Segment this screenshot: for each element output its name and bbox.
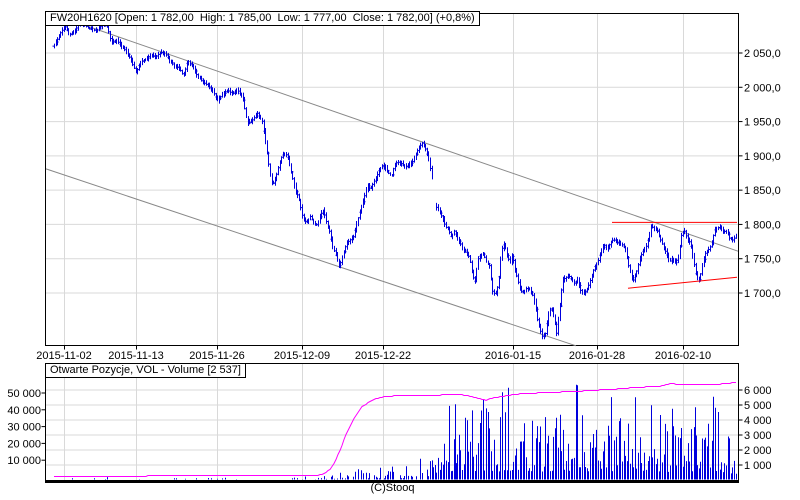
lower-channel-line — [45, 168, 577, 347]
date-label: 2015-12-09 — [274, 350, 330, 362]
price-panel-border — [45, 13, 739, 346]
price-y-label: 1 850,0 — [744, 185, 781, 197]
volume-bars-series — [72, 384, 737, 480]
date-label: 2015-11-02 — [36, 350, 91, 362]
volume-legend-box: Otwarte Pozycje, VOL - Volume [2 537] — [45, 363, 246, 378]
date-label: 2016-02-10 — [655, 350, 711, 362]
volume-panel-border — [45, 363, 739, 481]
date-label: 2016-01-15 — [485, 350, 541, 362]
price-info-box: FW20H1620 [Open: 1 782,00 High: 1 785,00… — [45, 11, 480, 26]
price-y-label: 1 700,0 — [744, 288, 781, 300]
copyright: (C)Stooq — [370, 482, 415, 494]
volume-y-label: 1 000 — [744, 460, 772, 472]
open-interest-y-label: 10 000 — [7, 455, 41, 467]
volume-y-label: 4 000 — [744, 415, 772, 427]
price-y-label: 1 750,0 — [744, 254, 781, 266]
support-line — [627, 276, 738, 289]
price-y-label: 1 950,0 — [744, 117, 781, 129]
open-interest-y-label: 20 000 — [7, 438, 41, 450]
volume-y-label: 5 000 — [744, 400, 772, 412]
price-y-label: 2 000,0 — [744, 82, 781, 94]
price-y-label: 1 900,0 — [744, 151, 781, 163]
price-y-label: 1 800,0 — [744, 219, 781, 231]
date-label: 2015-11-26 — [189, 350, 244, 362]
open-interest-y-label: 30 000 — [7, 422, 41, 434]
date-label: 2015-12-22 — [355, 350, 411, 362]
open-interest-line — [54, 382, 736, 477]
volume-y-label: 6 000 — [744, 385, 772, 397]
open-interest-y-label: 40 000 — [7, 405, 41, 417]
upper-channel-line — [49, 12, 739, 252]
volume-y-label: 3 000 — [744, 430, 772, 442]
price-bars-series — [52, 20, 737, 340]
date-label: 2016-01-28 — [569, 350, 625, 362]
open-interest-y-label: 50 000 — [7, 388, 41, 400]
volume-y-label: 2 000 — [744, 445, 772, 457]
price-y-label: 2 050,0 — [744, 48, 781, 60]
date-label: 2015-11-13 — [108, 350, 163, 362]
